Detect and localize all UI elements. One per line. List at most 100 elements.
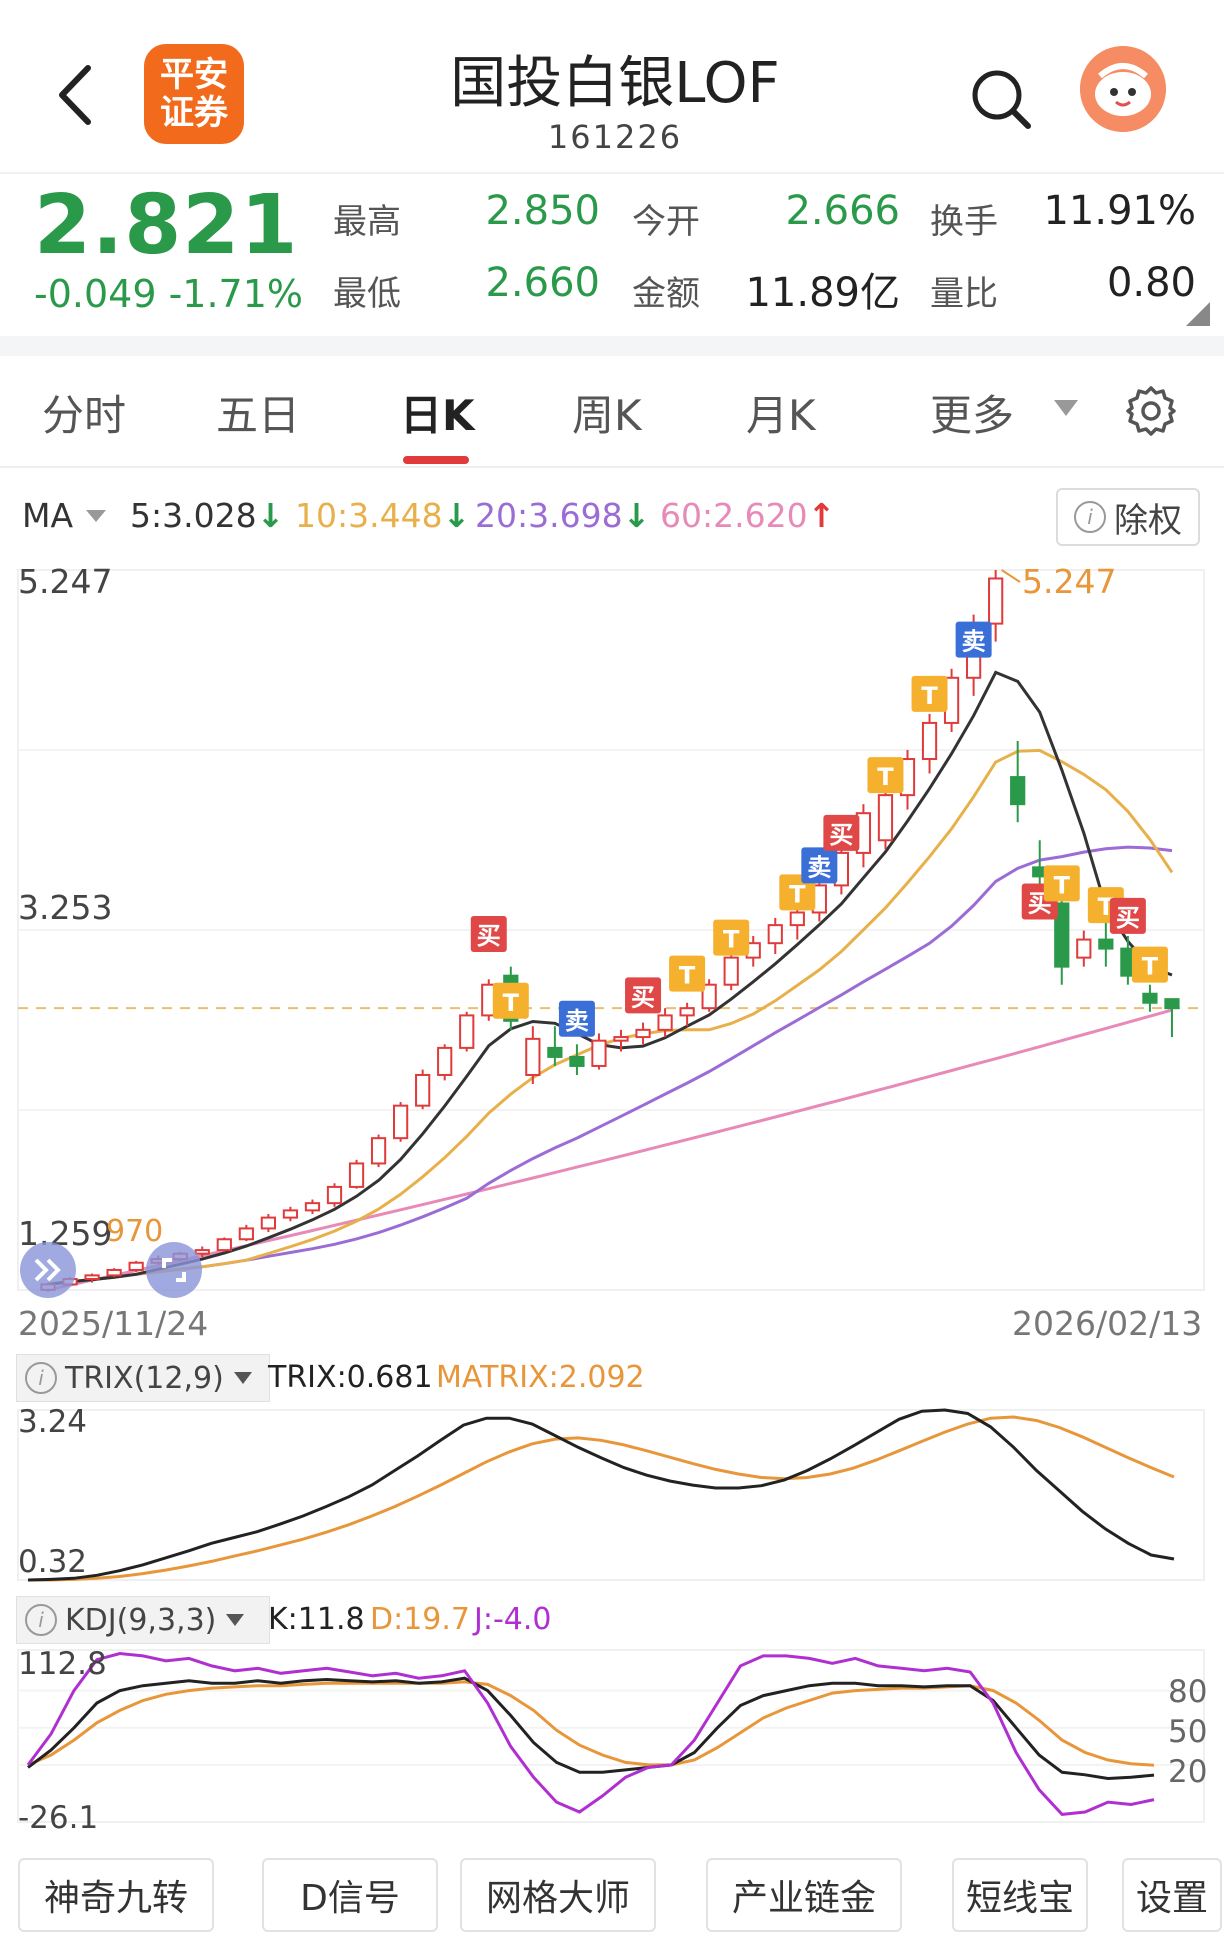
assistant-avatar-icon[interactable] [1080, 46, 1166, 132]
main-grid [17, 569, 1205, 1291]
btn-industry-chain[interactable]: 产业链金 [706, 1858, 902, 1932]
candle-body [84, 1274, 100, 1280]
ma60-text: 60:2.620 [660, 496, 808, 535]
candle-body [1142, 992, 1158, 1004]
candle-body [128, 1261, 144, 1271]
tab-more[interactable]: 更多 [930, 391, 1015, 440]
ma60-up-icon: ↑ [807, 496, 836, 535]
badge-label: T [921, 682, 938, 710]
buy-signal-badge[interactable]: 买 [1109, 897, 1146, 934]
label-turnover: 换手 [930, 202, 998, 242]
expand-corner-icon[interactable] [1186, 302, 1210, 326]
buy-signal-badge[interactable]: 买 [823, 814, 860, 851]
t-signal-badge[interactable]: T [911, 675, 948, 712]
t-signal-badge[interactable]: T [1043, 865, 1080, 902]
search-icon[interactable] [966, 64, 1036, 134]
btn-settings[interactable]: 设置 [1122, 1858, 1222, 1932]
label-volume-ratio: 量比 [930, 274, 998, 314]
expand-left-icon[interactable] [18, 1240, 78, 1300]
candle-body [238, 1227, 254, 1241]
info-icon: i [25, 1604, 57, 1636]
badge-label: 买 [477, 922, 501, 950]
value-high: 2.850 [485, 188, 600, 234]
candle-body [525, 1037, 541, 1076]
trix-y-top: 3.24 [18, 1404, 88, 1440]
candle-body [701, 983, 717, 1010]
broker-logo: 平安 证券 [144, 44, 244, 144]
kdj-j-line [26, 1651, 1155, 1816]
stock-title: 国投白银LOF [450, 51, 780, 116]
back-arrow-icon[interactable] [48, 60, 108, 130]
t-signal-badge[interactable]: T [1131, 946, 1168, 983]
trix-selector[interactable]: i TRIX(12,9) [16, 1354, 270, 1402]
tab-weekly-k[interactable]: 周K [572, 391, 642, 440]
t-signal-badge[interactable]: T [713, 919, 750, 956]
candle-body [767, 924, 783, 945]
candle-body [415, 1073, 431, 1107]
btn-grid-master[interactable]: 网格大师 [460, 1858, 656, 1932]
x-axis-start-date: 2025/11/24 [18, 1304, 209, 1343]
candle-body [1054, 902, 1070, 968]
active-tab-indicator [403, 456, 469, 464]
t-signal-badge[interactable]: T [492, 982, 529, 1019]
change-amount: -0.049 [34, 272, 157, 316]
tab-daily-k[interactable]: 日K [400, 391, 475, 440]
ma-selector[interactable]: MA [22, 496, 74, 535]
info-icon: i [1074, 501, 1106, 533]
value-turnover: 11.91% [1043, 188, 1196, 234]
sell-signal-badge[interactable]: 卖 [955, 621, 992, 658]
app-header: 平安 证券 国投白银LOF 161226 [0, 0, 1224, 174]
candle-body [591, 1039, 607, 1067]
buy-signal-badge[interactable]: 买 [470, 915, 507, 952]
badge-label: 买 [829, 821, 853, 849]
candle-body [613, 1036, 629, 1042]
candle-body [1010, 776, 1026, 806]
buy-signal-badge[interactable]: 买 [625, 977, 662, 1014]
ma5-text: 5:3.028 [130, 496, 257, 535]
badge-label: T [1142, 953, 1159, 981]
candle-body [437, 1046, 453, 1076]
ma5-down-icon: ↓ [256, 496, 285, 535]
stock-code: 161226 [547, 118, 683, 156]
kdj-ref-80: 80 [1168, 1674, 1208, 1710]
candle-body [459, 1014, 475, 1049]
candle-body [194, 1249, 210, 1255]
last-price: 2.821 [34, 178, 299, 273]
ma60-value: 60:2.620↑ [660, 496, 835, 535]
sell-signal-badge[interactable]: 卖 [801, 847, 838, 884]
t-signal-badge[interactable]: T [669, 955, 706, 992]
t-signal-badge[interactable]: T [867, 757, 904, 794]
high-marker-line [1001, 569, 1021, 583]
value-amount: 11.89亿 [745, 270, 900, 316]
fullscreen-icon[interactable] [144, 1240, 204, 1300]
btn-d-signal[interactable]: D信号 [262, 1858, 438, 1932]
candle-body [679, 1007, 695, 1017]
kdj-selector[interactable]: i KDJ(9,3,3) [16, 1596, 270, 1644]
kdj-chart [17, 1649, 1205, 1823]
tab-intraday[interactable]: 分时 [42, 391, 127, 440]
logo-line1: 平安 [160, 55, 228, 95]
ma20-line [47, 845, 1173, 1286]
btn-magic-nine[interactable]: 神奇九转 [18, 1858, 214, 1932]
candle-body [1076, 938, 1092, 959]
badge-label: 卖 [565, 1007, 589, 1035]
ma10-text: 10:3.448 [295, 496, 443, 535]
ma-dropdown-icon[interactable] [84, 508, 108, 524]
more-dropdown-icon[interactable] [1052, 398, 1080, 418]
sell-signal-badge[interactable]: 卖 [558, 1000, 595, 1037]
badge-label: T [503, 989, 520, 1017]
tabs-border [0, 466, 1224, 468]
t-signal-badge[interactable]: T [779, 874, 816, 911]
matrix-line [28, 1415, 1175, 1582]
kdj-ref-50: 50 [1168, 1714, 1208, 1750]
candle-body [348, 1162, 365, 1188]
tab-five-day[interactable]: 五日 [216, 391, 301, 440]
badge-label: T [723, 926, 740, 954]
gear-icon[interactable] [1124, 384, 1178, 438]
label-amount: 金额 [632, 274, 700, 314]
badge-label: T [789, 880, 806, 908]
ex-rights-button[interactable]: i 除权 [1056, 488, 1200, 546]
tab-monthly-k[interactable]: 月K [746, 391, 816, 440]
btn-short-term[interactable]: 短线宝 [952, 1858, 1088, 1932]
